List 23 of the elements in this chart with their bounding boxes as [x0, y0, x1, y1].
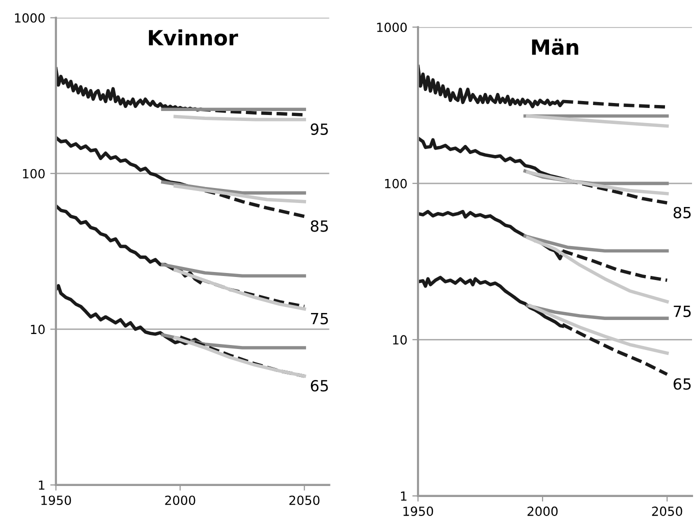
- y-tick-label: 100: [23, 168, 45, 178]
- x-tick-label: 2000: [165, 496, 196, 506]
- annotation: 75: [311, 312, 328, 324]
- annotation: 65: [674, 378, 691, 390]
- annotation: 65: [310, 380, 328, 392]
- y-tick-label: 1000: [377, 22, 407, 32]
- x-tick-label: 2000: [528, 506, 558, 516]
- x-tick-label: 1950: [403, 506, 434, 516]
- x-tick-label: 2050: [652, 506, 682, 516]
- annotation: 85: [310, 220, 328, 232]
- y-tick-label: 10: [393, 335, 407, 345]
- y-tick-label: 1000: [15, 13, 45, 23]
- chart-title: Män: [532, 38, 578, 55]
- chart-title: Kvinnor: [148, 29, 238, 46]
- x-tick-label: 2050: [289, 496, 320, 506]
- annotation: 75: [674, 306, 691, 318]
- y-tick-label: 1: [38, 480, 44, 490]
- x-tick-label: 1950: [41, 496, 71, 506]
- y-tick-label: 1: [401, 492, 406, 501]
- annotation: 95: [310, 123, 328, 135]
- y-tick-label: 100: [385, 178, 407, 188]
- annotation: 85: [674, 206, 691, 218]
- y-tick-label: 10: [30, 324, 45, 334]
